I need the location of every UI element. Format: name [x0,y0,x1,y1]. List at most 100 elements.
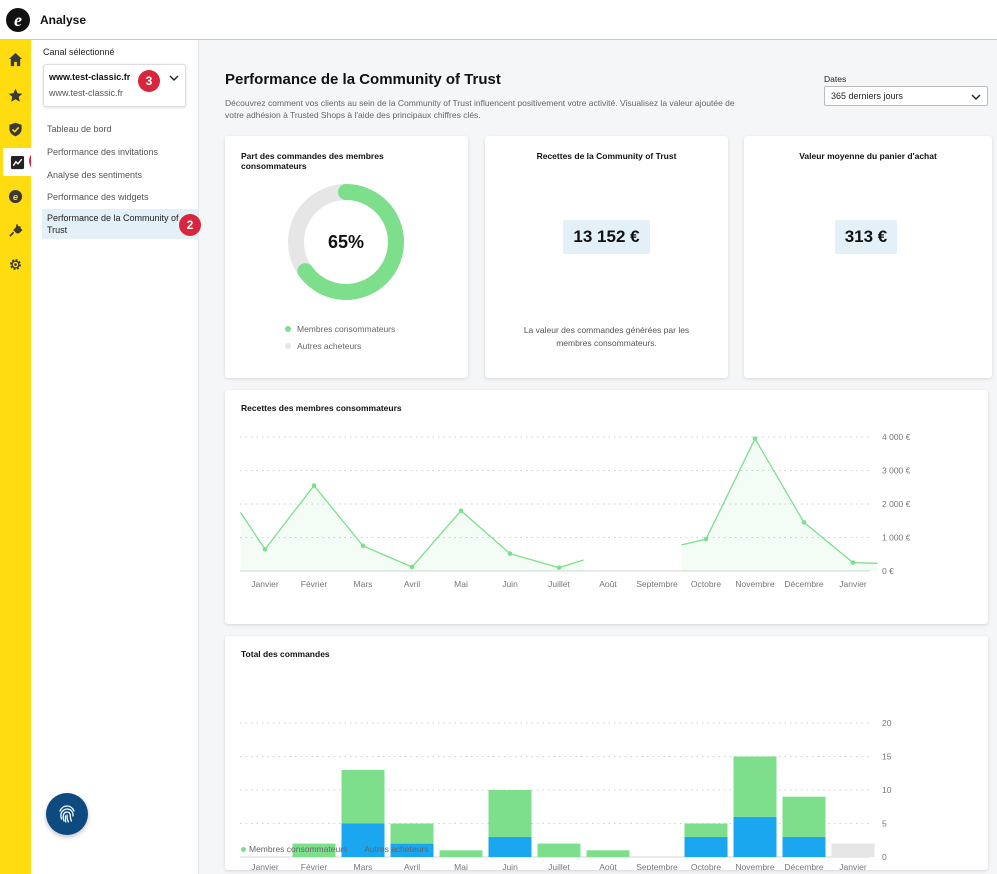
bar-autres-acheteurs [782,836,826,857]
page-description: Découvrez comment vos clients au sein de… [225,98,735,120]
revenue-line [681,437,878,564]
share-card-title: Part des commandes des membres consommat… [241,151,384,171]
line-area [240,485,584,571]
x-tick-label: Octobre [691,862,722,870]
x-tick-label: Septembre [636,862,678,870]
home-icon[interactable] [4,48,27,71]
main-content: Performance de la Community of Trust Déc… [200,40,997,874]
x-tick-label: Avril [404,862,420,870]
data-point [556,565,562,570]
legend-dot-grey [285,343,291,349]
nav-item-invitations[interactable]: Performance des invitations [47,147,159,157]
x-tick-label: Avril [404,579,420,589]
x-tick-label: Février [301,862,328,870]
line-area [681,438,878,571]
orders-legend: Membres consommateurs Autres acheteurs [241,844,429,854]
data-point [752,436,758,441]
donut-members-arc [288,184,404,300]
trusted-shops-logo[interactable]: e [6,7,30,32]
fingerprint-button[interactable] [46,793,88,835]
revenue-chart-title: Recettes des membres consommateurs [241,403,402,413]
legend-members: Membres consommateurs [285,324,395,334]
x-tick-label: Août [599,579,617,589]
chevron-down-icon [971,94,981,100]
legend-dot-members [241,846,246,852]
revenue-line-chart: 0 € 1 000 € 2 000 € 3 000 € 4 000 € Janvier Fé… [239,432,911,589]
plug-icon[interactable] [4,219,27,242]
x-tick-label: Mai [454,862,468,870]
x-tick-label: Mars [354,579,373,589]
shield-check-icon[interactable] [4,118,27,141]
data-point [360,543,366,549]
app-title: Analyse [40,12,87,27]
bar-membres-consommateurs [684,823,728,837]
basket-value: 313 € [835,220,897,254]
revenue-card-title: Recettes de la Community of Trust [536,151,677,161]
x-tick-label: Mai [454,579,468,589]
bar-membres-consommateurs [488,790,532,837]
x-tick-label: Septembre [636,579,678,589]
bar-membres-consommateurs [733,756,777,817]
orders-bar-chart: 0 5 10 15 20 Janvier Février Mars Avril Mai Juin Ju… [240,718,892,870]
channel-name: www.test-classic.fr [49,72,131,82]
revenue-card: Recettes de la Community of Trust 13 152… [485,136,728,378]
nav-item-sentiments[interactable]: Analyse des sentiments [47,170,143,180]
svg-text:e: e [13,192,18,202]
step-badge-2: 2 [179,214,201,236]
channel-label: Canal sélectionné [43,47,115,57]
x-tick-label: Janvier [839,579,867,589]
top-bar: e Analyse [0,0,997,40]
legend-members-label: Membres consommateurs [249,844,348,854]
data-point [850,560,856,565]
data-point [409,564,415,570]
x-tick-label: Décembre [784,862,823,870]
x-tick-label: Octobre [691,579,722,589]
step-badge-3: 3 [138,70,160,92]
data-point [507,551,513,556]
bar-autres-acheteurs [390,843,434,857]
y-tick-label: 1 000 € [882,533,911,543]
bar-autres-acheteurs [684,836,728,857]
channel-selector[interactable]: www.test-classic.fr www.test-classic.fr [43,64,186,107]
bar-membres-consommateurs [390,823,434,844]
share-donut: 65% [288,184,404,300]
x-tick-label: Janvier [839,862,867,870]
data-point [703,536,709,542]
x-tick-label: Août [599,862,617,870]
x-tick-label: Juin [502,579,518,589]
y-tick-label: 4 000 € [882,432,911,442]
fingerprint-icon [59,805,75,823]
revenue-chart-card: Recettes des membres consommateurs 0 € 1 … [225,390,988,624]
nav-item-dashboard[interactable]: Tableau de bord [47,124,112,134]
trusted-e-icon[interactable]: e [4,185,27,208]
y-tick-label: 15 [882,752,892,762]
x-tick-label: Juillet [548,862,570,870]
data-point [311,483,317,488]
star-icon[interactable] [4,84,27,107]
bar-membres-consommateurs [586,850,630,857]
analytics-icon[interactable] [3,148,31,176]
data-point [458,508,464,513]
page-title: Performance de la Community of Trust [225,71,501,88]
x-tick-label: Janvier [251,579,279,589]
bar-autres-acheteurs [488,836,532,857]
y-tick-label: 0 [882,852,887,862]
bar-membres-consommateurs [537,843,581,857]
x-tick-label: Décembre [784,579,823,589]
revenue-note: La valeur des commandes générées par les… [523,325,690,348]
x-tick-label: Novembre [735,862,774,870]
data-point [262,546,268,552]
nav-item-widgets[interactable]: Performance des widgets [47,192,149,202]
dates-select[interactable]: 365 derniers jours [824,86,988,106]
y-tick-label: 10 [882,785,892,795]
bar-periode-en-cours [831,843,875,857]
data-point [801,520,807,525]
legend-dot-others [356,846,362,852]
x-tick-label: Juin [502,862,518,870]
analysis-subnav: Canal sélectionné www.test-classic.fr ww… [31,40,201,874]
nav-item-community-of-trust[interactable]: Performance de la Community of Trust [42,209,198,239]
gear-icon[interactable] [4,253,27,276]
y-tick-label: 5 [882,819,887,829]
revenue-value: 13 152 € [563,220,650,254]
channel-url: www.test-classic.fr [49,88,124,98]
